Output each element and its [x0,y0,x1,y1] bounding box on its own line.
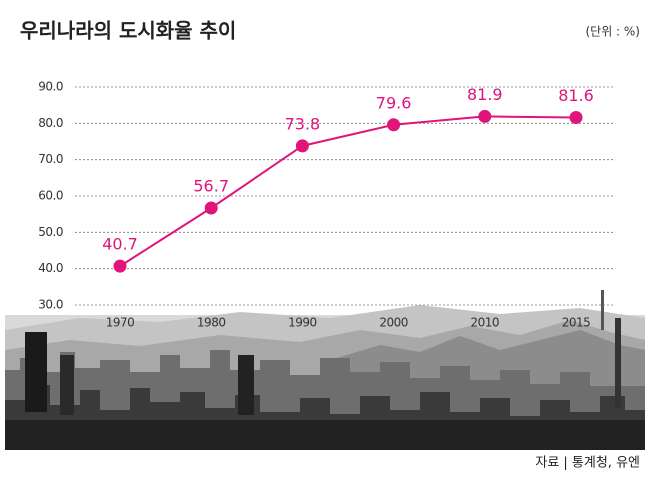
x-tick-label: 2015 [562,316,591,330]
x-tick-label: 1970 [106,316,135,330]
data-point [113,259,127,273]
data-label: 73.8 [285,114,321,133]
data-label: 40.7 [102,235,138,254]
data-point [569,111,583,125]
chart-title: 우리나라의 도시화율 추이 [20,19,236,43]
data-label: 81.6 [558,86,594,105]
unit-label: (단위 : %) [585,25,640,39]
data-label: 81.9 [467,85,503,104]
skyline [5,290,645,450]
y-tick-label: 40.0 [38,261,63,275]
y-tick-label: 60.0 [38,189,63,203]
y-tick-label: 50.0 [38,225,63,239]
x-tick-label: 2000 [379,316,408,330]
data-point [387,118,401,132]
x-tick-label: 1980 [197,316,226,330]
data-point [204,201,218,215]
data-point [295,139,309,153]
y-tick-label: 90.0 [38,80,63,94]
data-label: 79.6 [376,93,412,112]
x-tick-label: 2010 [471,316,500,330]
data-label: 56.7 [193,176,229,195]
data-line [119,115,577,267]
x-tick-label: 1990 [288,316,317,330]
source: 자료 | 통계청, 유엔 [535,456,640,471]
y-tick-label: 70.0 [38,152,63,166]
data-point [478,109,492,123]
y-tick-label: 30.0 [38,298,63,312]
y-tick-label: 80.0 [38,116,63,130]
